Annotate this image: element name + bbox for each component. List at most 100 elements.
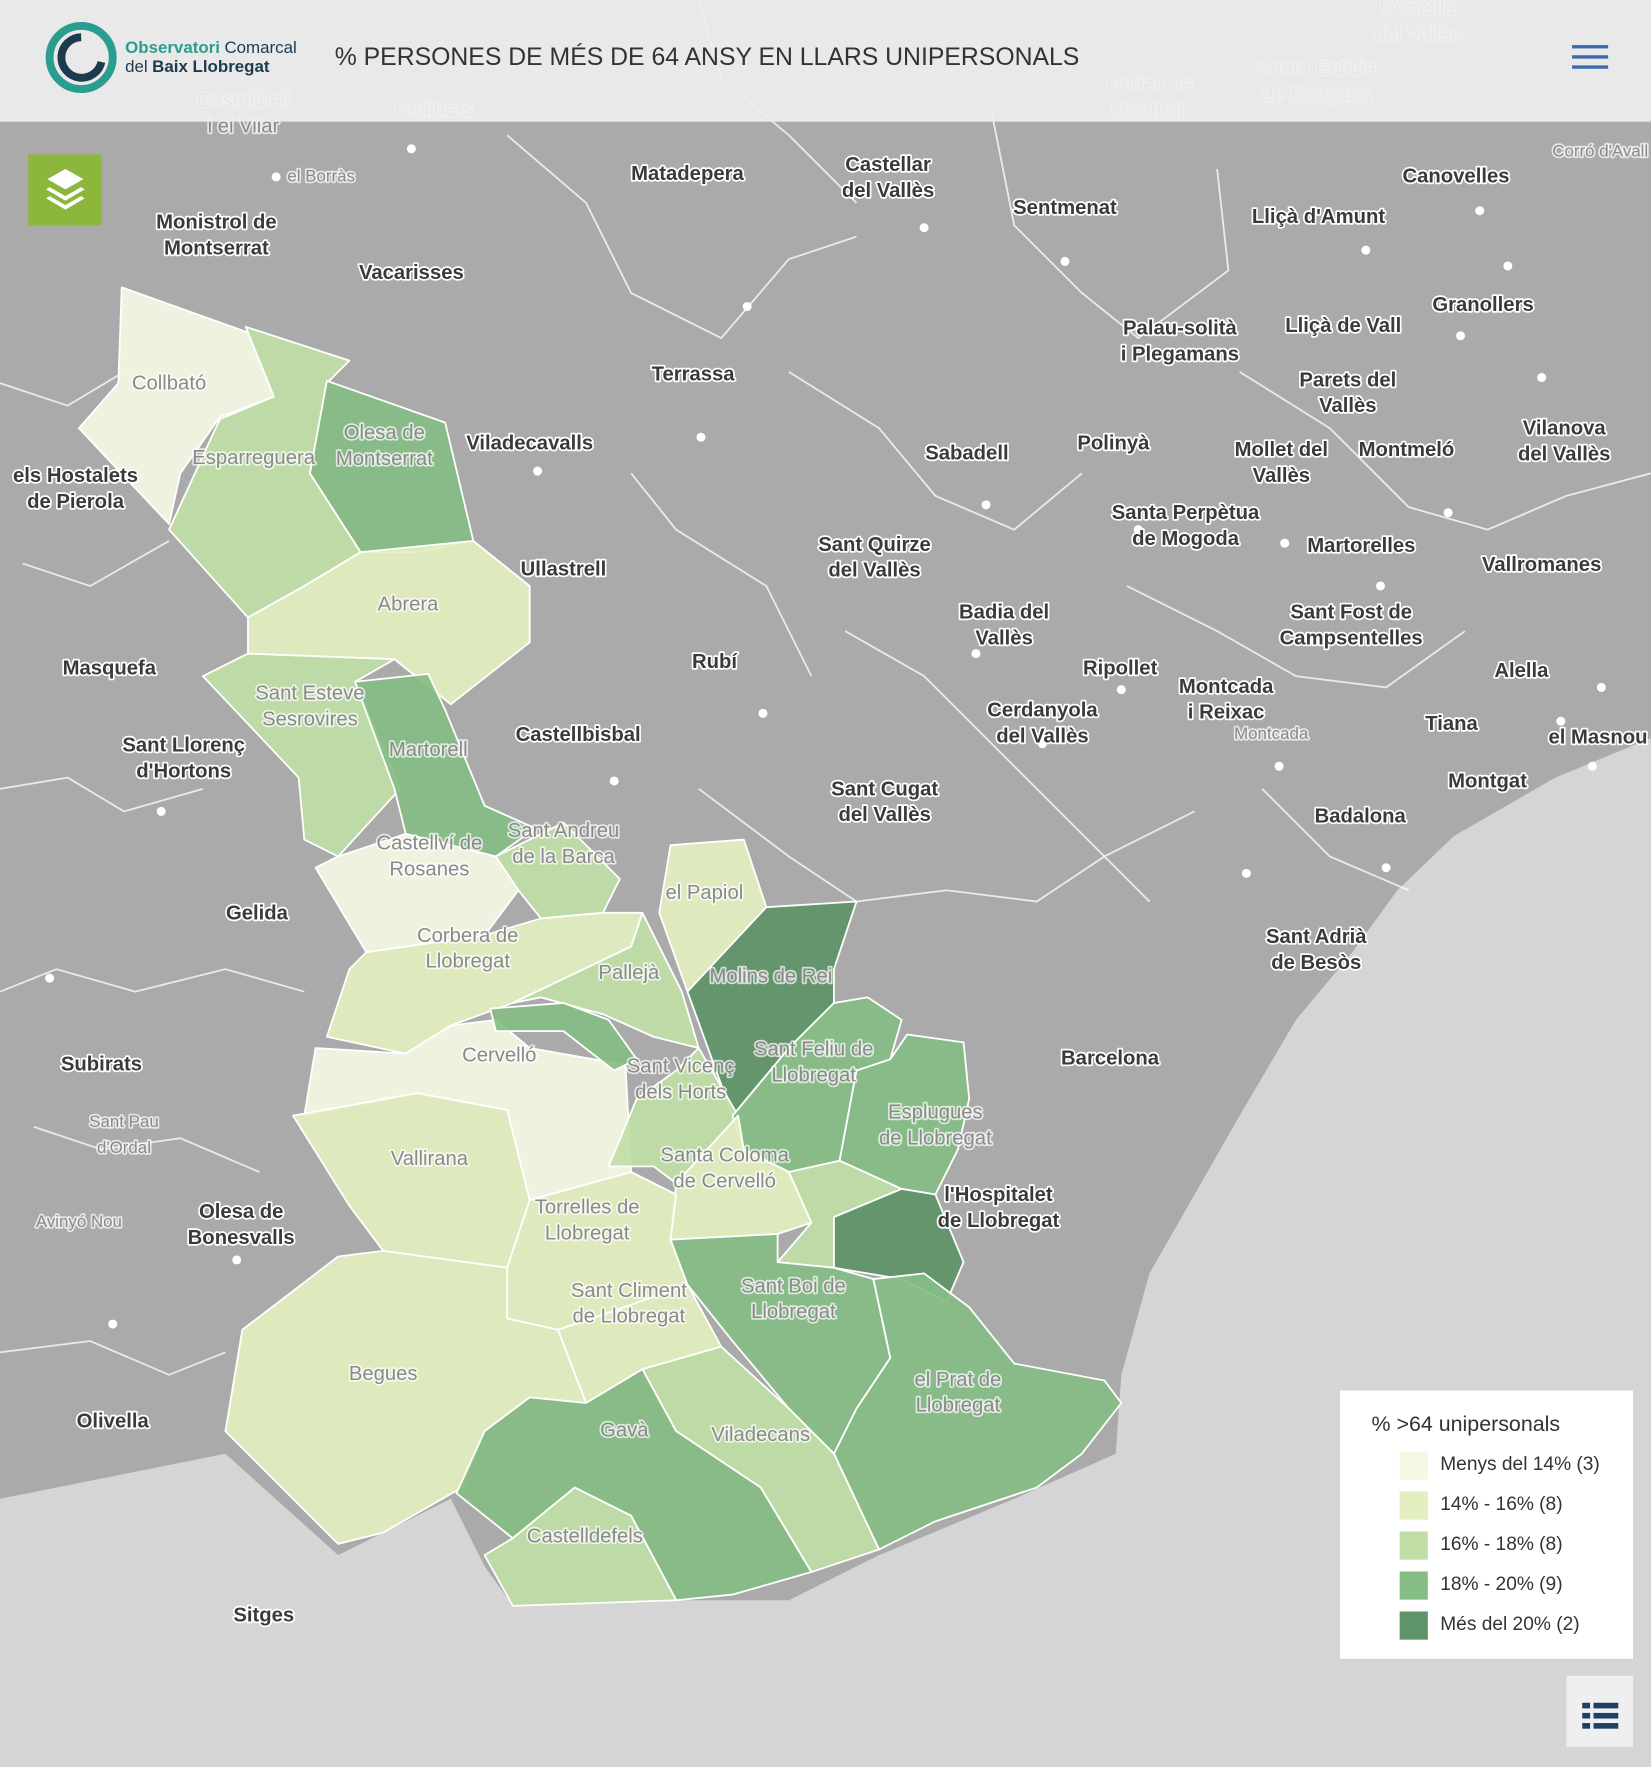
place-label: dels Horts — [635, 1081, 726, 1103]
place-label: Vallirana — [391, 1148, 469, 1170]
legend-swatch — [1399, 1531, 1428, 1560]
place-label: Badalona — [1315, 805, 1407, 827]
town-dot — [696, 432, 706, 442]
town-dot — [1456, 331, 1466, 341]
place-label: el Masnou — [1548, 726, 1647, 748]
layers-button[interactable] — [28, 154, 102, 226]
town-dot — [1381, 863, 1391, 873]
town-dot — [1475, 206, 1485, 216]
place-label: Sant Llorenç — [122, 734, 245, 756]
town-dot — [1587, 761, 1597, 771]
place-label: Vallès — [975, 627, 1032, 649]
place-label: Llobregat — [771, 1065, 856, 1087]
town-dot — [609, 776, 619, 786]
place-label: del Vallès — [828, 560, 920, 582]
place-label: Palau-solità — [1123, 317, 1237, 339]
place-label: Esparreguera — [192, 447, 316, 469]
place-label: Vallès — [1319, 395, 1376, 417]
place-label: Esplugues — [888, 1102, 983, 1124]
place-label: Masquefa — [63, 658, 157, 680]
town-dot — [1556, 716, 1566, 726]
municipality — [489, 1002, 638, 1072]
layers-icon — [46, 196, 85, 210]
town-dot — [232, 1255, 242, 1265]
legend-label: 18% - 20% (9) — [1440, 1574, 1562, 1595]
place-label: Viladecans — [711, 1424, 810, 1446]
municipality — [483, 1486, 678, 1607]
town-dot — [1537, 373, 1547, 383]
menu-button[interactable] — [1566, 41, 1613, 75]
place-label: de la Barca — [512, 846, 615, 868]
place-label: de Mogoda — [1132, 528, 1240, 550]
place-label: el Prat de — [915, 1369, 1002, 1391]
place-label: Alella — [1494, 660, 1549, 682]
town-dot — [108, 1319, 118, 1329]
place-label: Avinyó Nou — [36, 1212, 122, 1231]
place-label: Ullastrell — [521, 559, 607, 581]
place-label: Terrassa — [652, 364, 736, 386]
place-label: Castelldefels — [527, 1525, 643, 1547]
place-label: Mollet del — [1235, 439, 1328, 461]
town-dot — [1060, 256, 1070, 266]
place-label: Sesrovires — [262, 708, 358, 730]
menu-bar — [1572, 45, 1609, 49]
place-label: Lliçà d'Amunt — [1252, 206, 1385, 228]
legend-label: Més del 20% (2) — [1440, 1614, 1579, 1635]
place-label: Barcelona — [1061, 1048, 1160, 1070]
municipality — [607, 1047, 740, 1185]
place-label: Sitges — [233, 1604, 294, 1626]
place-label: Castellar — [845, 154, 931, 176]
place-label: Santa Perpètua — [1112, 502, 1260, 524]
place-label: Vilanova — [1523, 418, 1607, 440]
place-label: Badia del — [959, 601, 1049, 623]
municipality — [314, 833, 520, 954]
place-label: Sant Cugat — [831, 778, 938, 800]
place-label: Sant Boi de — [741, 1275, 846, 1297]
place-label: de Cervelló — [673, 1170, 776, 1192]
place-label: de Pierola — [27, 491, 125, 513]
table-bg[interactable] — [1566, 1675, 1633, 1747]
place-label: de Llobregat — [938, 1210, 1060, 1232]
place-label: Montserrat — [336, 448, 433, 470]
logo-line2-bold: Baix Llobregat — [152, 57, 270, 76]
place-label: Sant Climent — [571, 1280, 687, 1302]
place-label: Subirats — [61, 1053, 142, 1075]
table-icon — [1582, 1723, 1591, 1729]
place-label: d'Hortons — [136, 760, 231, 782]
logo-line2: del — [125, 57, 148, 76]
place-label: Montcada — [1179, 676, 1274, 698]
place-label: l'Hospitalet — [944, 1184, 1053, 1206]
table-button[interactable] — [1566, 1675, 1633, 1747]
place-label: Corbera de — [417, 925, 518, 947]
town-dot — [758, 708, 768, 718]
layers-bg[interactable] — [28, 154, 102, 226]
place-label: Llobregat — [425, 951, 510, 973]
legend-swatch — [1399, 1491, 1428, 1520]
town-dot — [1241, 868, 1251, 878]
place-label: Gavà — [600, 1420, 649, 1442]
layers-icon — [46, 187, 85, 201]
place-label: Cerdanyola — [987, 699, 1098, 721]
place-label: Montcada — [1234, 724, 1309, 743]
legend-swatch — [1399, 1571, 1428, 1600]
place-label: Pallejà — [598, 962, 660, 984]
legend-label: Menys del 14% (3) — [1440, 1454, 1600, 1475]
legend-box — [1339, 1390, 1633, 1659]
layers-icon — [47, 169, 84, 190]
place-label: Vallès — [1253, 465, 1310, 487]
place-label: de Llobregat — [879, 1128, 992, 1150]
place-label: Canovelles — [1403, 165, 1510, 187]
municipalities — [78, 286, 1123, 1607]
table-icon — [1582, 1712, 1591, 1719]
place-label: Montmeló — [1359, 439, 1455, 461]
place-label: Rosanes — [389, 858, 469, 880]
place-label: Sant Feliu de — [754, 1039, 873, 1061]
town-dot — [1037, 739, 1047, 749]
place-label: Sabadell — [925, 443, 1008, 465]
place-label: del Vallès — [996, 725, 1088, 747]
place-label: de Llobregat — [573, 1306, 686, 1328]
place-label: Sant Adrià — [1266, 926, 1367, 948]
municipality — [833, 1187, 965, 1303]
town-dot — [1116, 685, 1126, 695]
